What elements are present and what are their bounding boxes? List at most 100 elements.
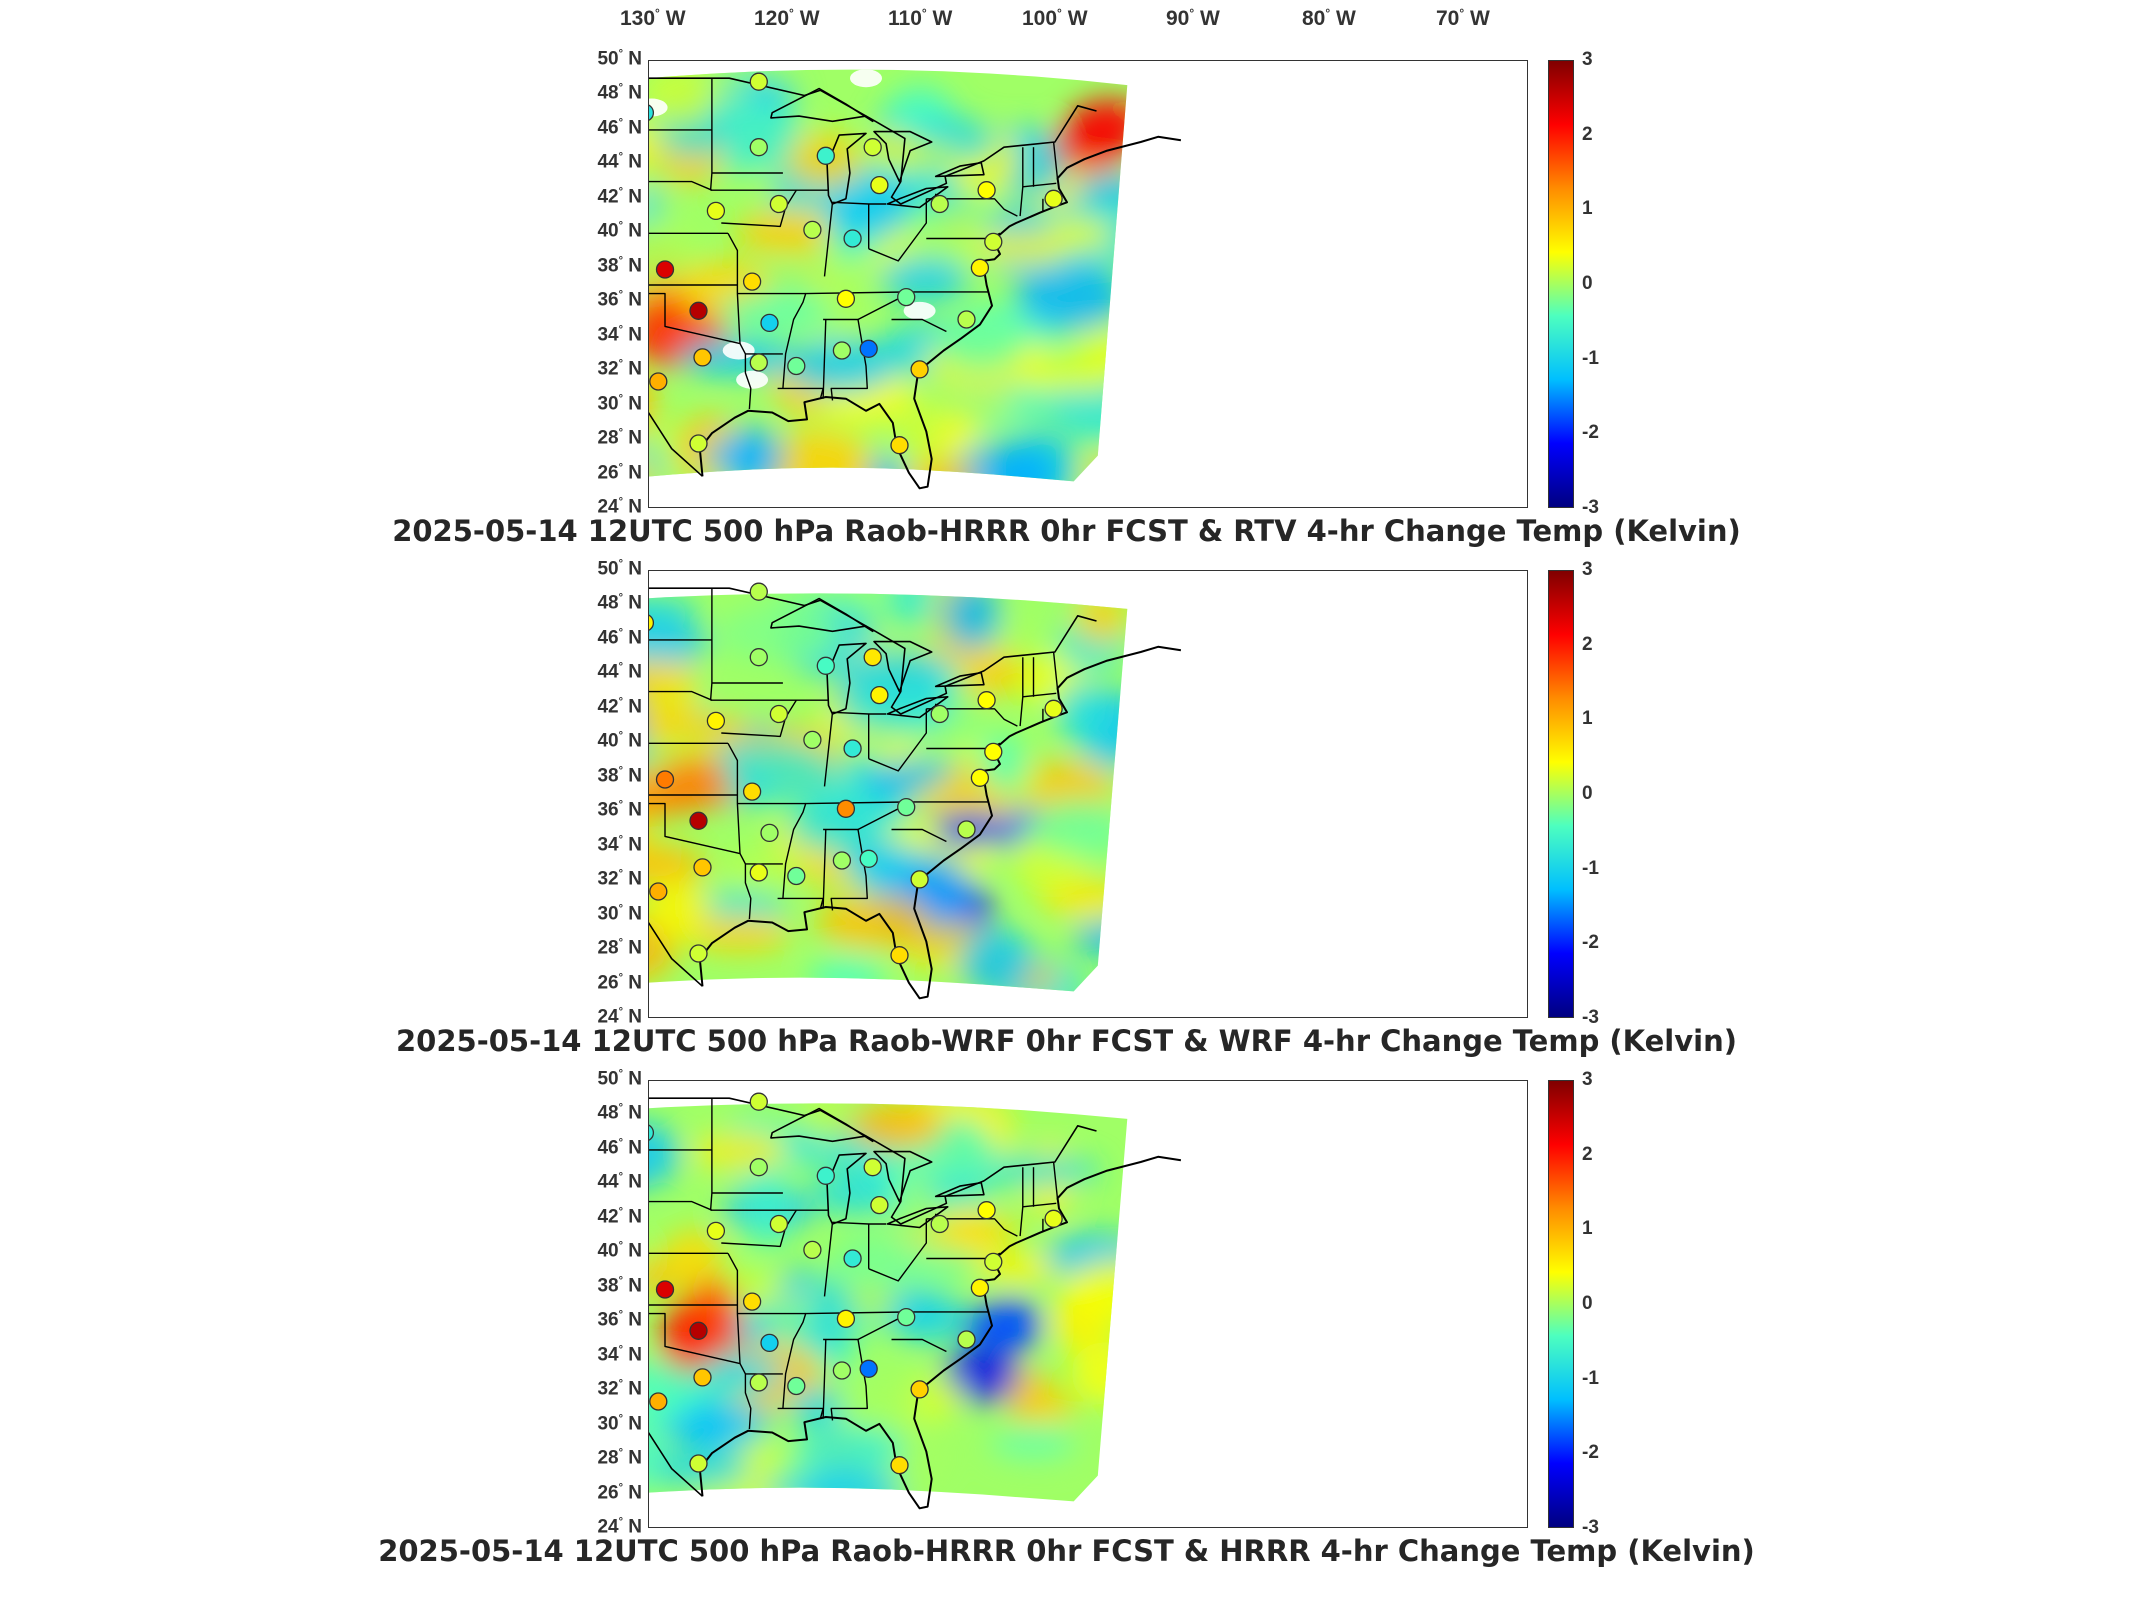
lon-label: 120° W <box>754 6 820 30</box>
colorbar-tick-label: 2 <box>1582 123 1593 145</box>
lat-label: 42° N <box>597 1205 642 1228</box>
lon-label: 80° W <box>1302 6 1356 30</box>
state-border <box>891 1338 947 1353</box>
state-border <box>727 232 741 344</box>
state-border <box>822 1339 827 1419</box>
raob-station-marker <box>977 691 996 710</box>
colorbar-tick-label: 0 <box>1582 273 1593 294</box>
panel-title: 2025-05-14 12UTC 500 hPa Raob-HRRR 0hr F… <box>392 514 1741 548</box>
raob-station-marker <box>832 1361 852 1380</box>
lat-label: 26° N <box>597 461 642 483</box>
state-border <box>832 711 887 715</box>
raob-stations <box>649 582 1063 965</box>
colorbar <box>1548 570 1574 1018</box>
great-lake <box>934 161 985 178</box>
state-border <box>935 708 1018 727</box>
raob-station-marker <box>1044 1209 1063 1228</box>
temperature-change-field <box>649 69 1128 482</box>
map-frame <box>648 570 1528 1018</box>
raob-station-marker <box>957 1330 976 1349</box>
lat-label: 50° N <box>597 1068 642 1090</box>
raob-station-marker <box>870 175 889 195</box>
state-border <box>823 712 834 787</box>
raob-station-marker <box>649 882 668 901</box>
lat-label: 28° N <box>597 1447 642 1469</box>
map-frame <box>648 60 1528 508</box>
lat-label: 24° N <box>597 496 642 518</box>
raob-station-marker <box>760 1333 779 1353</box>
raob-station-marker <box>984 1252 1003 1272</box>
raob-station-marker <box>655 260 675 279</box>
temperature-change-field <box>649 593 1128 992</box>
state-border <box>805 801 911 805</box>
map-svg <box>649 582 1182 1000</box>
map-svg <box>649 69 1182 490</box>
raob-station-marker <box>742 272 762 291</box>
great-lake <box>770 597 874 633</box>
raob-station-marker <box>742 1292 762 1311</box>
geography-lines <box>649 587 1182 1000</box>
lat-label: 32° N <box>597 358 642 380</box>
colorbar-tick-label: 0 <box>1582 1293 1593 1314</box>
colorbar-tick-label: 3 <box>1582 559 1593 580</box>
state-border <box>1022 182 1057 188</box>
raob-station-marker <box>897 287 916 307</box>
raob-station-marker <box>693 1368 712 1387</box>
lat-label: 36° N <box>597 1309 642 1331</box>
map-panel: 50° N 48° N 46° N 44° N 42° N 40° N 38° N 36° N… <box>0 558 2133 1080</box>
great-lake <box>873 130 933 183</box>
state-border <box>1022 692 1057 698</box>
lat-label: 44° N <box>597 151 642 173</box>
lat-label: 38° N <box>597 764 642 787</box>
colorbar-tick-label: 3 <box>1582 49 1593 70</box>
raob-stations <box>649 1092 1063 1475</box>
raob-station-marker <box>870 1195 889 1215</box>
state-border <box>727 1252 741 1364</box>
lat-label: 28° N <box>597 427 642 449</box>
lat-label: 26° N <box>597 971 642 993</box>
state-border <box>649 292 752 410</box>
state-border <box>649 1200 713 1211</box>
state-border <box>721 1209 797 1248</box>
state-border <box>737 802 807 899</box>
raob-station-marker <box>836 799 856 818</box>
raob-station-marker <box>749 1373 768 1392</box>
state-border <box>823 202 834 277</box>
colorbar-tick-label: 1 <box>1582 708 1593 730</box>
raob-station-marker <box>760 313 779 333</box>
raob-station-marker <box>649 104 655 121</box>
raob-station-marker <box>655 1280 675 1299</box>
raob-station-marker <box>910 870 929 889</box>
state-border <box>1019 1167 1024 1237</box>
lat-label: 32° N <box>597 1378 642 1400</box>
great-lake <box>886 1206 949 1229</box>
raob-station-marker <box>1044 189 1063 208</box>
colorbar-tick-label: -3 <box>1582 497 1599 518</box>
great-lake <box>886 186 949 209</box>
raob-station-marker <box>706 1221 726 1241</box>
national-border <box>649 1431 704 1497</box>
raob-station-marker <box>749 72 768 91</box>
lat-label: 46° N <box>597 626 642 649</box>
coastline <box>698 135 1182 490</box>
raob-station-marker <box>816 1166 835 1185</box>
raob-station-marker <box>977 181 996 200</box>
raob-station-marker <box>863 648 882 667</box>
state-border <box>891 828 947 843</box>
lat-label: 48° N <box>597 592 642 614</box>
state-border <box>727 742 741 854</box>
raob-station-marker <box>749 648 768 667</box>
state-border <box>649 1252 728 1255</box>
colorbar-tick-label: -3 <box>1582 1517 1599 1538</box>
lat-label: 26° N <box>597 1481 642 1503</box>
lat-label: 34° N <box>597 1343 642 1366</box>
raob-station-marker <box>787 866 806 886</box>
lat-label: 36° N <box>597 289 642 311</box>
state-border <box>832 1221 887 1225</box>
raob-station-marker <box>890 946 909 965</box>
raob-station-marker <box>689 1454 708 1473</box>
geography-lines <box>649 1097 1182 1510</box>
lon-label: 110° W <box>888 6 953 30</box>
lat-label: 24° N <box>597 1006 642 1028</box>
colorbar-tick-label: -1 <box>1582 857 1599 879</box>
